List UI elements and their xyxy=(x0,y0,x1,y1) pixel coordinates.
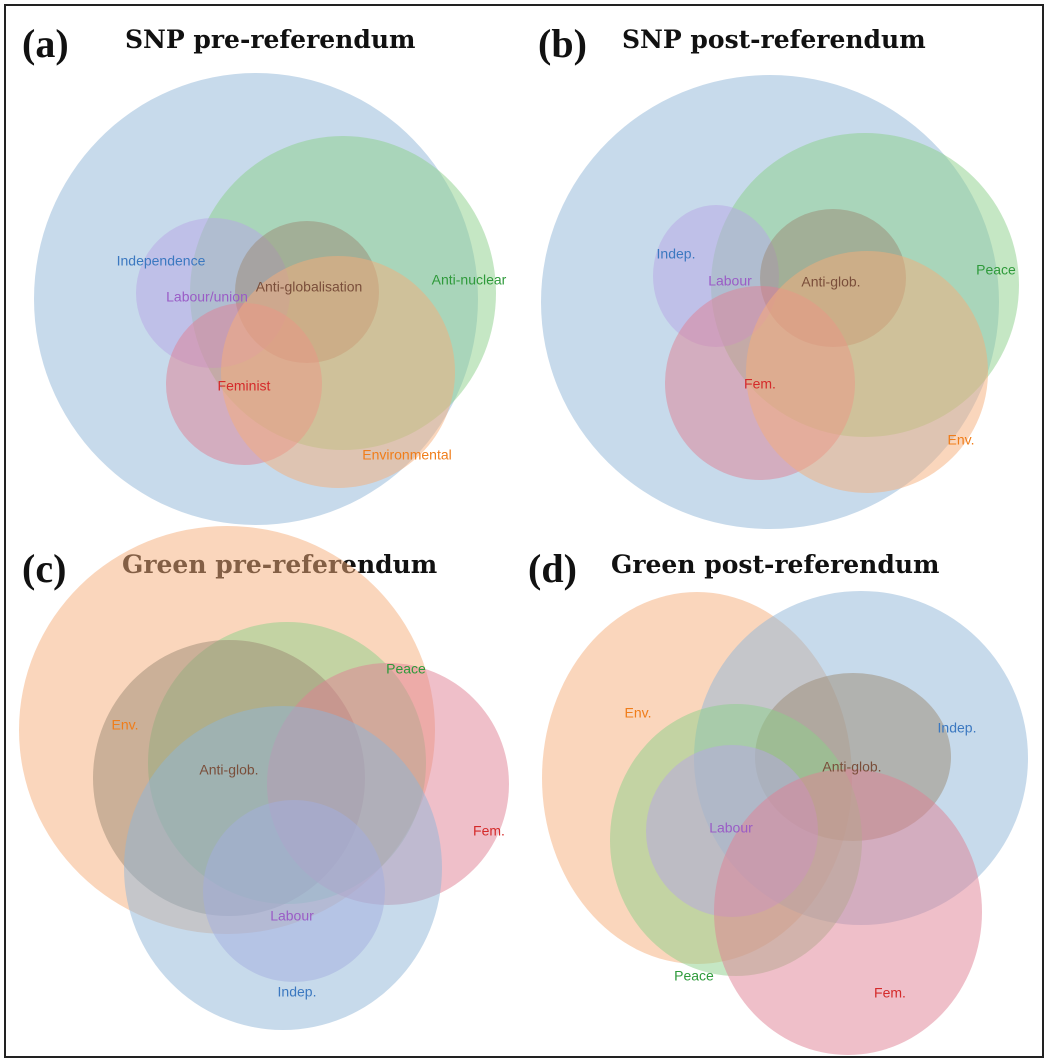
venn-label-purple: Labour/union xyxy=(166,289,248,305)
venn-circle-orange xyxy=(746,251,988,493)
venn-label-blue: Indep. xyxy=(278,984,317,1000)
panel-b-title: SNP post-referendum xyxy=(622,25,926,54)
panel-d-title: Green post-referendum xyxy=(611,550,940,579)
venn-label-brown: Anti-glob. xyxy=(199,762,258,778)
venn-label-red: Fem. xyxy=(473,823,505,839)
venn-label-purple: Labour xyxy=(709,820,753,836)
venn-panel-b: Indep. Peace Labour Anti-glob. Fem. Env. xyxy=(541,75,1019,529)
venn-label-brown: Anti-glob. xyxy=(822,759,881,775)
venn-label-brown: Anti-glob. xyxy=(801,274,860,290)
venn-label-orange: Environmental xyxy=(362,447,452,463)
venn-panel-d: Env. Indep. Anti-glob. Peace Labour Fem. xyxy=(542,591,1028,1055)
venn-panel-c: Env. Peace Anti-glob. Fem. Labour Indep. xyxy=(19,526,509,1030)
venn-circle-blue xyxy=(124,706,442,1030)
panel-d-letter: (d) xyxy=(528,546,577,591)
venn-label-brown: Anti-globalisation xyxy=(256,279,363,295)
venn-label-blue: Indep. xyxy=(938,720,977,736)
venn-label-blue: Indep. xyxy=(657,246,696,262)
venn-label-green: Anti-nuclear xyxy=(432,272,507,288)
venn-label-orange: Env. xyxy=(948,432,975,448)
panel-b-letter: (b) xyxy=(538,21,587,66)
venn-label-purple: Labour xyxy=(270,908,314,924)
venn-label-green: Peace xyxy=(976,262,1016,278)
venn-label-orange: Env. xyxy=(625,705,652,721)
venn-label-purple: Labour xyxy=(708,273,752,289)
panel-c-letter: (c) xyxy=(22,546,67,591)
venn-label-red: Feminist xyxy=(218,378,271,394)
venn-panel-a: Independence Anti-nuclear Labour/union Anti… xyxy=(34,73,507,525)
venn-label-blue: Independence xyxy=(117,253,206,269)
venn-label-green: Peace xyxy=(386,661,426,677)
venn-circle-red xyxy=(714,769,982,1055)
panel-a-title: SNP pre-referendum xyxy=(125,25,416,54)
venn-label-red: Fem. xyxy=(874,985,906,1001)
venn-label-green: Peace xyxy=(674,968,714,984)
venn-label-red: Fem. xyxy=(744,376,776,392)
venn-circle-orange xyxy=(221,256,455,488)
venn-label-orange: Env. xyxy=(112,717,139,733)
panel-a-letter: (a) xyxy=(22,21,69,66)
